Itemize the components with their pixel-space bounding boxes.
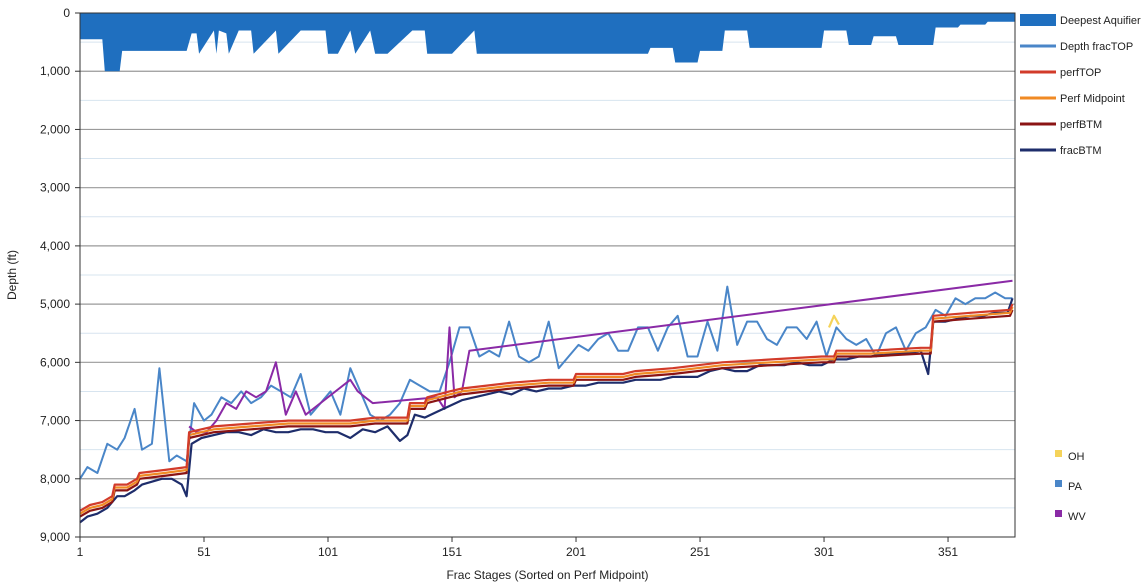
x-axis-label: Frac Stages (Sorted on Perf Midpoint) [446, 568, 648, 582]
legend-label: Deepest Aquifier [1060, 15, 1141, 27]
legend-label: fracBTM [1060, 145, 1102, 157]
legend-swatch [1020, 14, 1056, 26]
legend-swatch [1055, 480, 1062, 487]
y-tick-label: 6,000 [40, 355, 70, 369]
legend-swatch [1055, 450, 1062, 457]
legend-label: OH [1068, 451, 1085, 463]
y-axis: 0 1,000 2,000 3,000 4,000 5,000 6,000 7,000 8,00… [40, 6, 80, 544]
x-tick-label: 301 [814, 545, 834, 559]
series-perf-midpoint [79, 306, 1014, 515]
y-tick-label: 1,000 [40, 64, 70, 78]
series-layer [79, 13, 1015, 524]
y-tick-label: 9,000 [40, 530, 70, 544]
y-tick-label: 2,000 [40, 122, 70, 136]
x-tick-label: 51 [197, 545, 211, 559]
x-axis: 1 51 101 151 201 251 301 351 [77, 537, 958, 559]
y-tick-label: 4,000 [40, 239, 70, 253]
legend-label: Depth fracTOP [1060, 41, 1133, 53]
y-tick-label: 5,000 [40, 297, 70, 311]
plot-frame [79, 12, 1016, 538]
legend-label: PA [1068, 481, 1083, 493]
series-deepest-aquifier [80, 13, 1015, 72]
x-tick-label: 1 [77, 545, 84, 559]
y-tick-label: 8,000 [40, 472, 70, 486]
legend: Deepest Aquifier Depth fracTOP perfTOP Perf… [1020, 14, 1141, 157]
x-tick-label: 151 [442, 545, 462, 559]
y-tick-label: 3,000 [40, 181, 70, 195]
grid-lines [80, 41, 1015, 509]
y-tick-label: 0 [63, 6, 70, 20]
legend-swatch [1055, 510, 1062, 517]
y-axis-label: Depth (ft) [5, 250, 19, 300]
x-tick-label: 101 [318, 545, 338, 559]
y-tick-label: 7,000 [40, 414, 70, 428]
series-perftop [79, 303, 1014, 512]
legend-label: Perf Midpoint [1060, 93, 1125, 105]
x-tick-label: 351 [938, 545, 958, 559]
series-oh [827, 314, 840, 328]
series-perfbtm [79, 309, 1014, 518]
x-tick-label: 201 [566, 545, 586, 559]
legend-label: perfTOP [1060, 67, 1101, 79]
series-wv [188, 279, 1013, 434]
series-depth-fractop [79, 285, 1013, 480]
legend-label: WV [1068, 511, 1086, 523]
legend-label: perfBTM [1060, 119, 1102, 131]
x-tick-label: 251 [690, 545, 710, 559]
legend-secondary: OH PA WV [1055, 450, 1086, 523]
